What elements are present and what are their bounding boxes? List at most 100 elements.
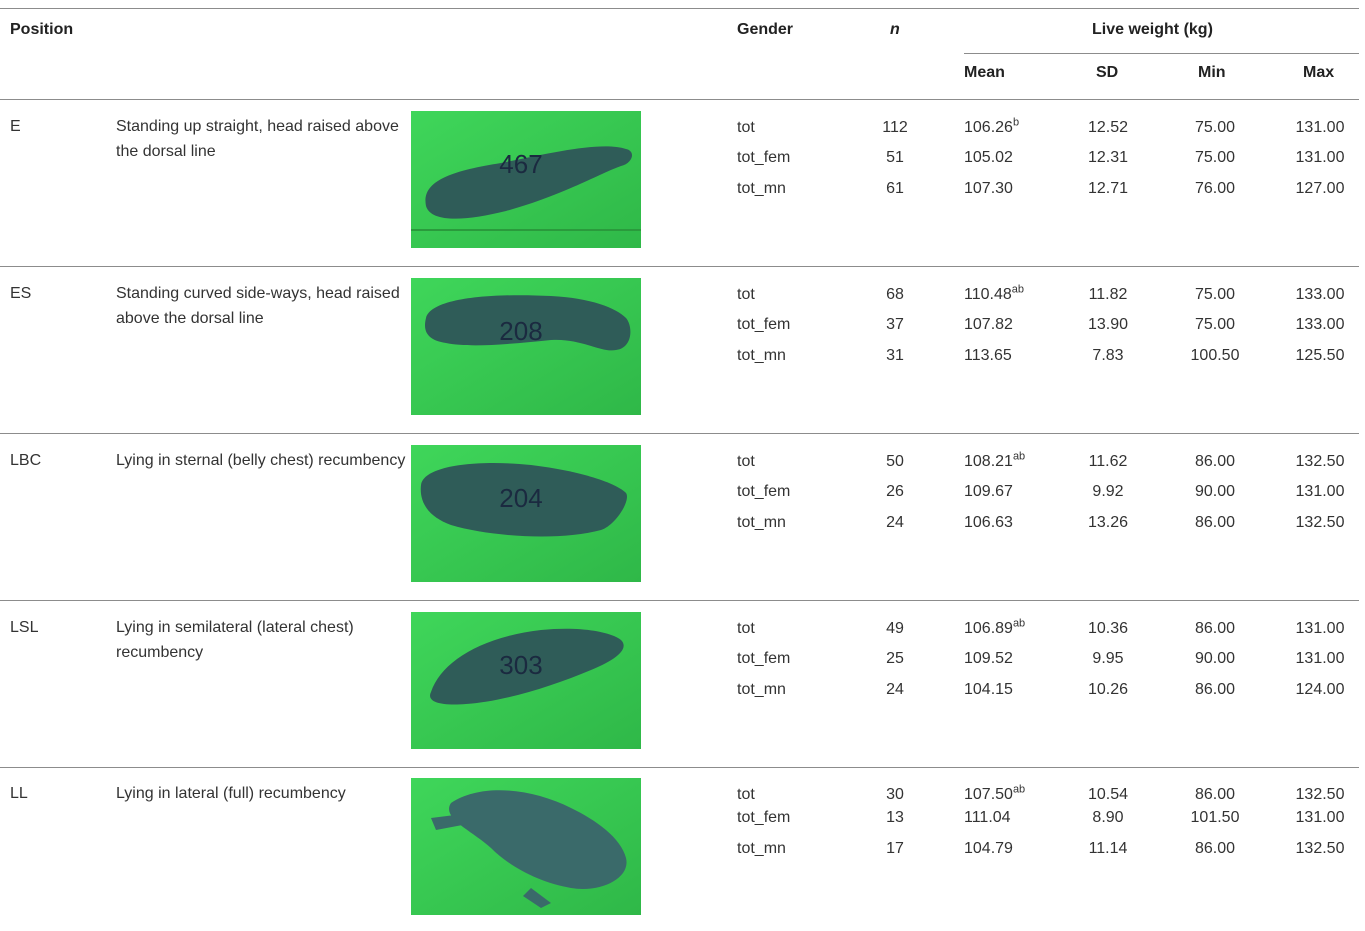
pig-marking-text: 204 — [499, 483, 542, 513]
row-separator — [0, 600, 1359, 601]
position-description: Lying in sternal (belly chest) recumbenc… — [116, 452, 406, 469]
max-value: 131.00 — [1295, 620, 1345, 637]
mean-value: 104.15 — [964, 680, 1013, 700]
mean-value: 107.30 — [964, 179, 1013, 199]
min-value: 101.50 — [1190, 809, 1240, 826]
n-value: 112 — [882, 119, 908, 136]
pig-photo: 303 — [411, 612, 641, 749]
header-sd: SD — [1096, 64, 1119, 81]
mean-superscript: ab — [1012, 783, 1026, 796]
gender-value: tot_mn — [737, 514, 786, 531]
n-value: 26 — [886, 483, 904, 500]
mean-number: 107.30 — [964, 180, 1013, 197]
row-separator — [0, 266, 1359, 267]
live-weight-rule — [964, 53, 1359, 54]
mean-value: 105.02 — [964, 148, 1013, 168]
gender-value: tot — [737, 786, 755, 803]
mean-number: 113.65 — [964, 347, 1012, 364]
min-value: 86.00 — [1194, 681, 1236, 698]
min-value: 86.00 — [1194, 453, 1236, 470]
max-value: 132.50 — [1295, 840, 1345, 857]
mean-number: 107.50 — [964, 786, 1013, 803]
sd-value: 8.90 — [1092, 809, 1124, 826]
position-code: LBC — [10, 452, 42, 469]
max-value: 131.00 — [1295, 483, 1345, 500]
gender-value: tot — [737, 119, 755, 136]
min-value: 86.00 — [1194, 514, 1236, 531]
header-position: Position — [10, 21, 74, 38]
sd-value: 13.26 — [1087, 514, 1129, 531]
mean-value: 110.48ab — [964, 283, 1024, 305]
max-value: 124.00 — [1295, 681, 1345, 698]
max-value: 132.50 — [1295, 786, 1345, 803]
position-description: Lying in lateral (full) recumbency — [116, 785, 346, 802]
max-value: 132.50 — [1295, 453, 1345, 470]
max-value: 131.00 — [1295, 149, 1345, 166]
max-value: 127.00 — [1295, 180, 1345, 197]
n-value: 30 — [886, 786, 904, 803]
max-value: 125.50 — [1295, 347, 1345, 364]
mean-value: 109.67 — [964, 482, 1013, 502]
gender-value: tot — [737, 453, 755, 470]
min-value: 86.00 — [1194, 840, 1236, 857]
n-value: 49 — [886, 620, 904, 637]
gender-value: tot — [737, 286, 755, 303]
sd-value: 9.92 — [1092, 483, 1124, 500]
sd-value: 11.14 — [1088, 840, 1128, 857]
mean-superscript: ab — [1011, 283, 1024, 296]
sd-value: 10.26 — [1087, 681, 1129, 698]
gender-value: tot_mn — [737, 681, 786, 698]
gender-value: tot_mn — [737, 347, 786, 364]
n-value: 31 — [886, 347, 904, 364]
mean-number: 110.48 — [964, 286, 1012, 303]
n-value: 61 — [886, 180, 904, 197]
mean-number: 106.89 — [964, 620, 1013, 637]
n-value: 17 — [886, 840, 904, 857]
mean-value: 104.79 — [964, 839, 1013, 859]
pig-photo: 208 — [411, 278, 641, 415]
pig-photo: 204 — [411, 445, 641, 582]
gender-value: tot — [737, 620, 755, 637]
mean-number: 104.15 — [964, 681, 1013, 698]
sd-value: 10.54 — [1087, 786, 1129, 803]
mean-value: 107.82 — [964, 315, 1013, 335]
min-value: 90.00 — [1194, 483, 1236, 500]
max-value: 133.00 — [1295, 316, 1345, 333]
mean-value: 109.52 — [964, 649, 1013, 669]
sd-value: 11.82 — [1088, 286, 1128, 303]
sd-value: 13.90 — [1087, 316, 1129, 333]
header-live-weight: Live weight (kg) — [1092, 21, 1213, 38]
n-value: 24 — [886, 681, 904, 698]
min-value: 86.00 — [1194, 620, 1236, 637]
n-value: 24 — [886, 514, 904, 531]
min-value: 75.00 — [1194, 286, 1236, 303]
n-value: 51 — [886, 149, 904, 166]
sd-value: 10.36 — [1087, 620, 1129, 637]
n-value: 50 — [886, 453, 904, 470]
position-description: Lying in semilateral (lateral chest) rec… — [116, 619, 354, 661]
max-value: 131.00 — [1295, 809, 1345, 826]
pig-photo — [411, 778, 641, 915]
min-value: 75.00 — [1194, 119, 1236, 136]
header-gender: Gender — [737, 21, 794, 38]
min-value: 75.00 — [1194, 149, 1236, 166]
position-code: E — [10, 118, 21, 135]
mean-number: 109.52 — [964, 650, 1013, 667]
gender-value: tot_fem — [737, 809, 791, 826]
header-bottom-rule — [0, 99, 1359, 100]
sd-value: 12.71 — [1087, 180, 1129, 197]
min-value: 100.50 — [1190, 347, 1240, 364]
mean-number: 111.04 — [964, 809, 1011, 826]
header-mean: Mean — [964, 64, 1005, 81]
mean-value: 106.26b — [964, 117, 1019, 138]
row-separator — [0, 767, 1359, 768]
mean-value: 108.21ab — [964, 450, 1026, 472]
mean-superscript: ab — [1012, 450, 1026, 463]
pig-marking-text: 303 — [499, 650, 542, 680]
gender-value: tot_fem — [737, 149, 791, 166]
header-min: Min — [1198, 64, 1226, 81]
min-value: 75.00 — [1194, 316, 1236, 333]
pig-photo: 467 — [411, 111, 641, 248]
n-value: 25 — [886, 650, 904, 667]
position-code: LSL — [10, 619, 39, 636]
